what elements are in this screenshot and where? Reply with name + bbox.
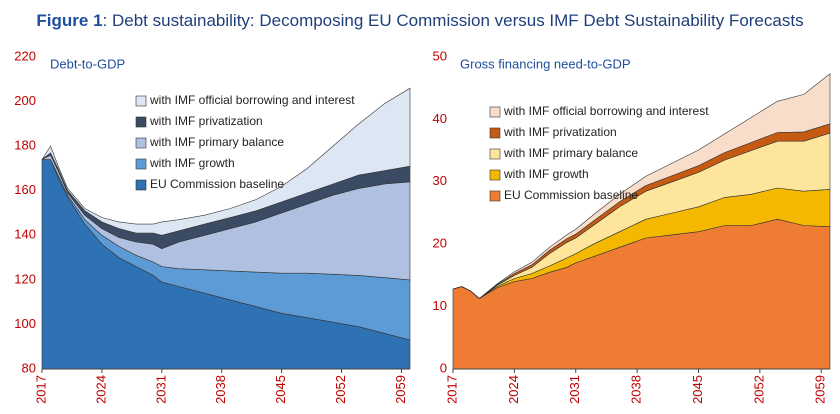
legend-label: with IMF privatization — [503, 125, 617, 139]
y-tick-label: 20 — [433, 236, 447, 251]
legend-swatch — [489, 169, 501, 181]
legend-label: with IMF growth — [503, 167, 589, 181]
legend-swatch — [135, 116, 147, 128]
x-tick-label: 2017 — [33, 375, 48, 404]
legend-label: EU Commission baseline — [150, 177, 284, 191]
x-tick-label: 2045 — [690, 375, 705, 404]
legend-swatch — [135, 137, 147, 149]
x-tick-label: 2024 — [506, 375, 521, 404]
subtitle: Gross financing need-to-GDP — [460, 56, 631, 71]
x-tick-label: 2031 — [567, 375, 582, 404]
y-tick-label: 220 — [14, 48, 36, 63]
y-tick-label: 30 — [433, 173, 447, 188]
legend-swatch — [135, 179, 147, 191]
x-tick-label: 2059 — [393, 375, 408, 404]
y-tick-label: 50 — [433, 48, 447, 63]
y-tick-label: 160 — [14, 182, 36, 197]
x-tick-label: 2059 — [813, 375, 828, 404]
y-tick-label: 10 — [433, 298, 447, 313]
legend-label: with IMF primary balance — [149, 135, 284, 149]
legend-label: with IMF privatization — [149, 114, 263, 128]
legend-swatch — [489, 106, 501, 118]
legend-label: with IMF growth — [149, 156, 235, 170]
y-tick-label: 200 — [14, 93, 36, 108]
area — [452, 73, 831, 299]
x-tick-label: 2024 — [93, 375, 108, 404]
x-tick-label: 2045 — [273, 375, 288, 404]
legend-swatch — [489, 148, 501, 160]
y-tick-label: 40 — [433, 111, 447, 126]
figure-title: Figure 1: Debt sustainability: Decomposi… — [36, 11, 803, 30]
legend-swatch — [489, 127, 501, 139]
legend-label: with IMF official borrowing and interest — [149, 93, 355, 107]
x-tick-label: 2031 — [153, 375, 168, 404]
figure-label: Figure 1 — [36, 11, 102, 30]
area — [452, 218, 831, 370]
legend-label: with IMF primary balance — [503, 146, 638, 160]
legend-label: EU Commission baseline — [504, 188, 638, 202]
y-tick-label: 100 — [14, 316, 36, 331]
y-tick-label: 0 — [440, 360, 447, 375]
x-tick-label: 2038 — [213, 375, 228, 404]
x-tick-label: 2052 — [333, 375, 348, 404]
legend-swatch — [135, 158, 147, 170]
legend-swatch — [489, 190, 501, 202]
x-tick-label: 2017 — [444, 375, 459, 404]
y-tick-label: 180 — [14, 138, 36, 153]
y-tick-label: 140 — [14, 227, 36, 242]
title-text: : Debt sustainability: Decomposing EU Co… — [103, 11, 804, 30]
area — [41, 87, 411, 236]
x-tick-label: 2038 — [629, 375, 644, 404]
x-tick-label: 2052 — [751, 375, 766, 404]
subtitle: Debt-to-GDP — [50, 56, 125, 71]
legend-swatch — [135, 95, 147, 107]
y-tick-label: 80 — [22, 360, 36, 375]
y-tick-label: 120 — [14, 271, 36, 286]
legend-label: with IMF official borrowing and interest — [503, 104, 709, 118]
